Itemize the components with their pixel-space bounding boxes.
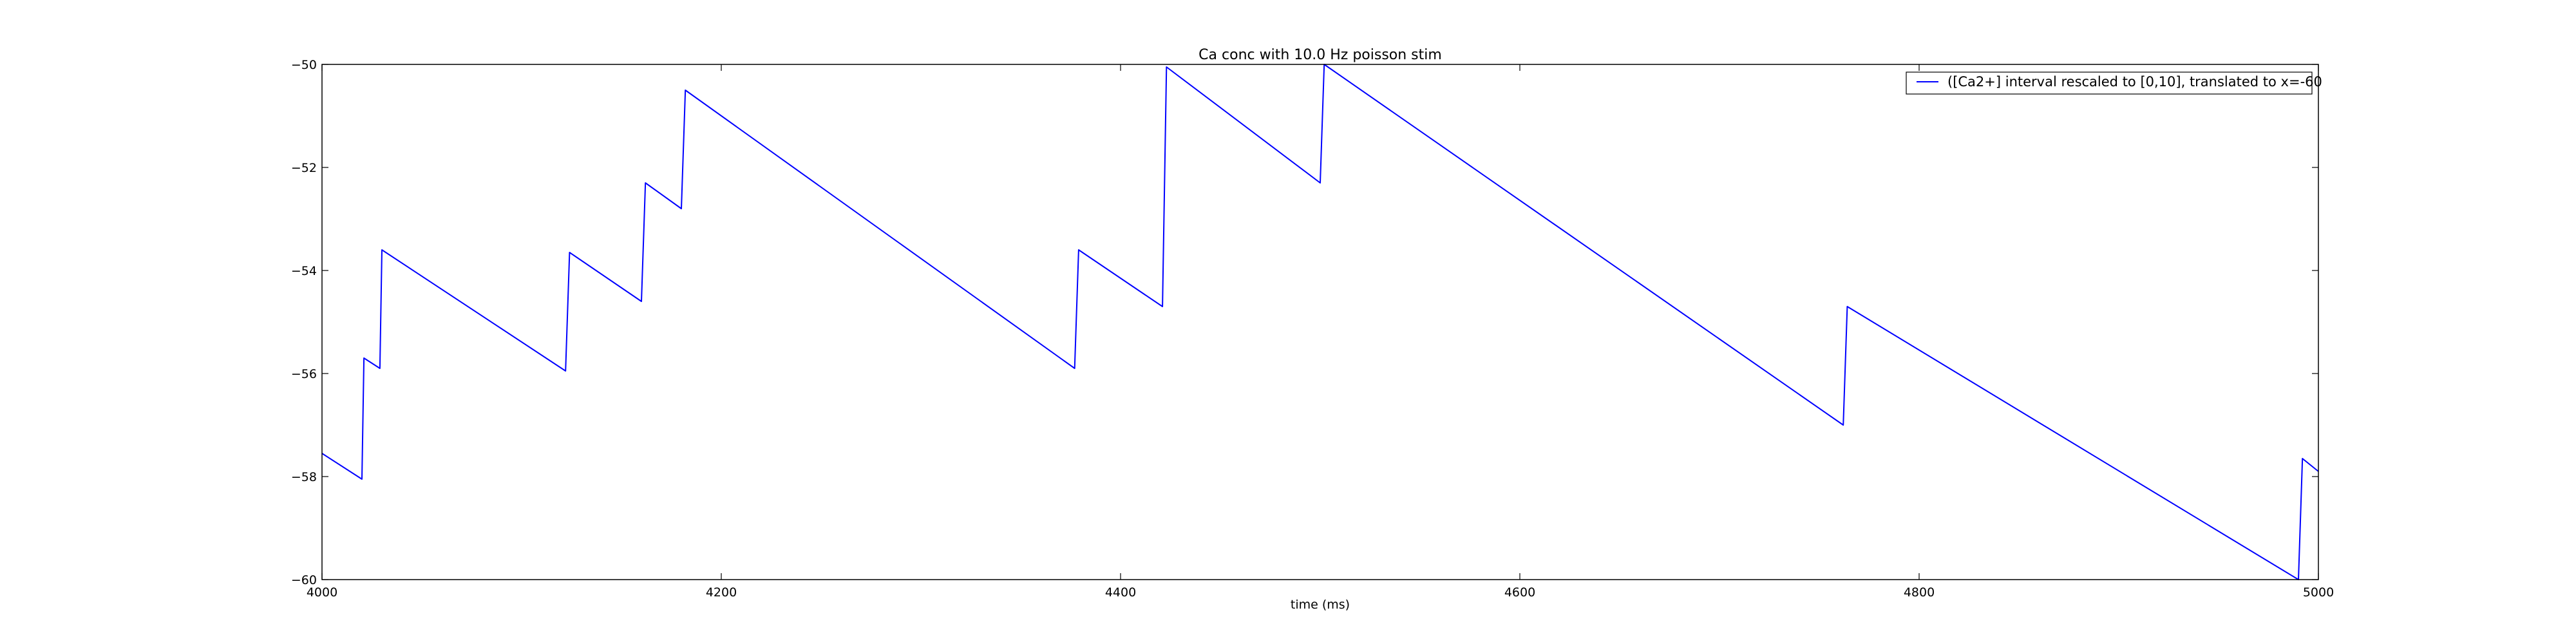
x-tick-label: 4600	[1504, 585, 1535, 600]
x-tick-label: 4000	[307, 585, 337, 600]
plot-area	[321, 64, 2319, 580]
x-axis-title: time (ms)	[1291, 598, 1350, 612]
axes-frame	[321, 64, 2319, 580]
y-tick-label: −54	[291, 264, 317, 278]
y-tick-label: −56	[291, 367, 317, 381]
series-line-0	[321, 64, 2319, 580]
y-tick-label: −52	[291, 161, 317, 175]
x-axis: 4000 4200 4400 4600 4800 5000	[307, 64, 2334, 600]
y-tick-label: −60	[291, 573, 317, 587]
x-tick-label: 4800	[1904, 585, 1935, 600]
legend-label: ([Ca2+] interval rescaled to [0,10], tra…	[1947, 74, 2322, 90]
x-tick-label: 5000	[2303, 585, 2334, 600]
x-tick-label: 4200	[706, 585, 737, 600]
legend: ([Ca2+] interval rescaled to [0,10], tra…	[1906, 71, 2322, 95]
y-tick-label: −50	[291, 58, 317, 72]
y-axis: −60 −58 −56 −54 −52 −50	[291, 58, 2318, 587]
y-tick-label: −58	[291, 470, 317, 484]
chart-title: Ca conc with 10.0 Hz poisson stim	[1198, 47, 1442, 63]
legend-box	[1906, 71, 2313, 95]
x-tick-label: 4400	[1105, 585, 1136, 600]
